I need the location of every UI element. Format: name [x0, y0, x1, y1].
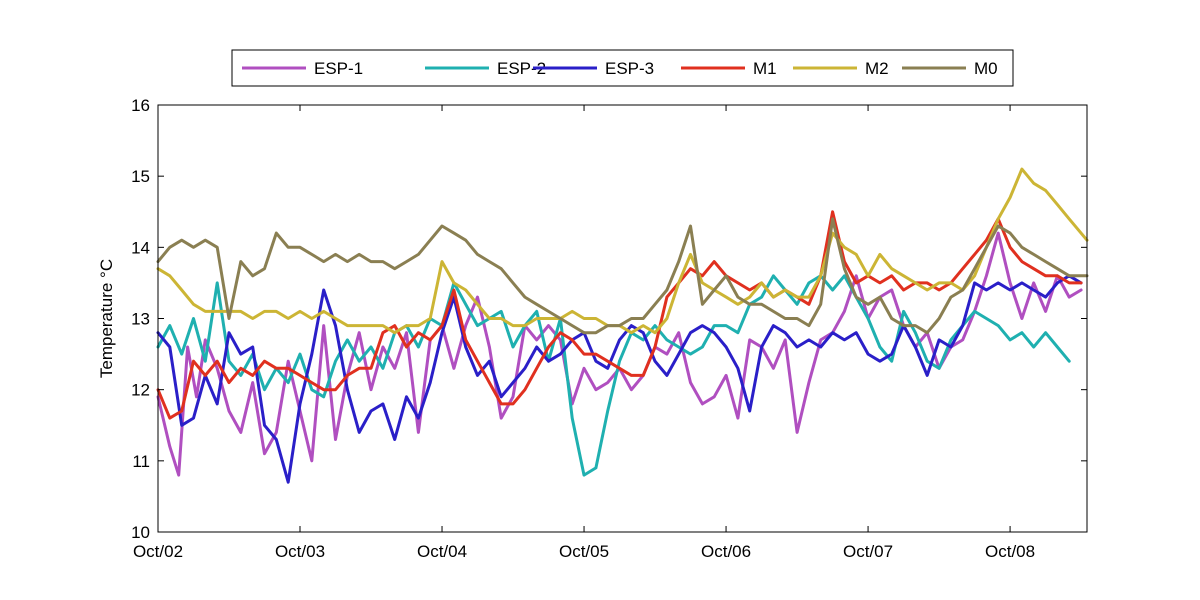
y-tick-label: 11 — [132, 452, 150, 471]
legend-label-esp-1: ESP-1 — [314, 59, 363, 78]
y-tick-label: 13 — [131, 310, 150, 329]
legend-box — [231, 49, 1014, 87]
x-tick-label: Oct/08 — [985, 542, 1035, 561]
y-tick-label: 10 — [131, 523, 150, 542]
x-tick-label: Oct/03 — [275, 542, 325, 561]
legend-label-m1: M1 — [753, 59, 777, 78]
series-line-m1 — [156, 210, 1083, 420]
series-line-esp-2 — [156, 274, 1071, 477]
x-tick-label: Oct/04 — [417, 542, 467, 561]
legend-label-m0: M0 — [974, 59, 998, 78]
legend: ESP-1 ESP-2 ESP-3 M1 M2 M0 — [231, 49, 1014, 87]
y-axis-label: Temperature °C — [97, 259, 116, 378]
legend-label-esp-3: ESP-3 — [605, 59, 654, 78]
series-line-esp-1 — [156, 231, 1083, 477]
x-axis: Oct/02 Oct/03 Oct/04 Oct/05 Oct/06 Oct/07 Oct/… — [133, 105, 1035, 561]
x-tick-label: Oct/02 — [133, 542, 183, 561]
plot-lines — [156, 167, 1089, 484]
y-tick-label: 16 — [131, 96, 150, 115]
y-axis: 10 11 12 13 14 15 16 — [131, 96, 1087, 542]
y-tick-label: 14 — [131, 238, 150, 257]
y-tick-label: 12 — [131, 381, 150, 400]
x-tick-label: Oct/05 — [559, 542, 609, 561]
legend-label-m2: M2 — [865, 59, 889, 78]
series-line-esp-3 — [156, 274, 1083, 484]
series-line-m0 — [156, 217, 1089, 335]
legend-label-esp-2: ESP-2 — [497, 59, 546, 78]
x-tick-label: Oct/06 — [701, 542, 751, 561]
y-tick-label: 15 — [131, 167, 150, 186]
x-tick-label: Oct/07 — [843, 542, 893, 561]
